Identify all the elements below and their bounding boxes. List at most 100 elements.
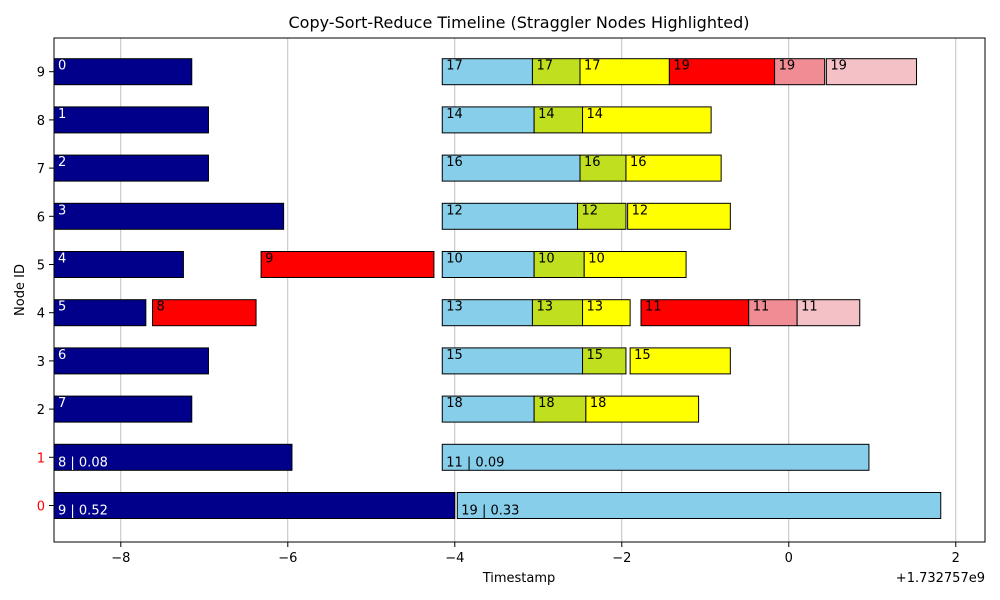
- bar-segment: [583, 251, 687, 278]
- bar-label: 14: [538, 107, 555, 122]
- bar-label: 13: [536, 300, 553, 315]
- bar-label: 0: [58, 59, 66, 74]
- bar-segment: [53, 202, 285, 230]
- bar-segment: [577, 202, 627, 230]
- bar-segment: [582, 106, 712, 134]
- y-tick-label: 2: [37, 403, 45, 418]
- bar-label: 19: [673, 59, 690, 74]
- bar-label: 10: [588, 252, 605, 267]
- y-tick-label: 5: [37, 259, 45, 274]
- bar-segment: [582, 347, 627, 375]
- bar-label: 18: [538, 396, 555, 411]
- bar-label: 7: [58, 396, 66, 411]
- bar-segment: [53, 251, 184, 278]
- bar-segment: [748, 299, 798, 327]
- bar-segment: [53, 492, 456, 519]
- bar-label: 9 | 0.52: [58, 504, 108, 519]
- bar-label: 10: [538, 252, 555, 267]
- bar-label: 19: [830, 59, 847, 74]
- bar-label: 19 | 0.33: [461, 504, 519, 519]
- bar-label: 11: [645, 300, 662, 315]
- bar-segment: [533, 251, 585, 278]
- y-tick-label: 1: [37, 451, 45, 466]
- bar-segment: [53, 443, 293, 471]
- bar-segment: [579, 58, 670, 86]
- bar-segment: [533, 395, 587, 423]
- bar-label: 19: [779, 59, 796, 74]
- x-tick-label: 2: [952, 551, 960, 566]
- bar-segment: [533, 106, 584, 134]
- bar-label: 2: [58, 155, 66, 170]
- bar-segment: [53, 395, 193, 423]
- bar-label: 17: [446, 59, 463, 74]
- y-tick-label: 0: [37, 500, 45, 515]
- bar-segment: [441, 347, 584, 375]
- x-tick-label: −4: [445, 551, 464, 566]
- x-tick-label: −6: [278, 551, 297, 566]
- bar-label: 15: [446, 348, 463, 363]
- x-tick-label: −8: [111, 551, 130, 566]
- y-tick-label: 6: [37, 210, 45, 225]
- bar-label: 12: [632, 203, 649, 218]
- bar-segment: [53, 299, 147, 327]
- bar-label: 17: [536, 59, 553, 74]
- bar-segment: [441, 106, 535, 134]
- y-axis-label: Node ID: [13, 264, 28, 316]
- bar-segment: [441, 395, 535, 423]
- bar-label: 16: [584, 155, 601, 170]
- bar-label: 15: [587, 348, 604, 363]
- y-tick-label: 8: [37, 114, 45, 129]
- bar-segment: [629, 347, 731, 375]
- y-tick-label: 3: [37, 355, 45, 370]
- bar-label: 12: [446, 203, 463, 218]
- bar-segment: [585, 395, 700, 423]
- bar-segment: [260, 251, 435, 278]
- bar-segment: [579, 154, 627, 182]
- bar-segment: [825, 58, 918, 86]
- bar-segment: [441, 202, 579, 230]
- bar-label: 8: [157, 300, 165, 315]
- y-tick-label: 9: [37, 66, 45, 81]
- bar-segment: [582, 299, 631, 327]
- bar-label: 11: [801, 300, 818, 315]
- bar-segment: [53, 106, 209, 134]
- bar-label: 16: [630, 155, 647, 170]
- bar-segment: [53, 347, 209, 375]
- bar-label: 4: [58, 252, 66, 267]
- bar-segments: 0 12 3 4 5 6 7 8 | 0.08 9 | 0.52 9 8 17 17 17 19 19 19 14…: [53, 58, 942, 519]
- bar-segment: [796, 299, 861, 327]
- bar-label: 16: [446, 155, 463, 170]
- bar-segment: [53, 58, 193, 86]
- bar-label: 18: [446, 396, 463, 411]
- bar-segment: [152, 299, 257, 327]
- bar-label: 8 | 0.08: [58, 455, 108, 470]
- bar-segment: [456, 492, 942, 519]
- bar-segment: [627, 202, 731, 230]
- bar-label: 11: [753, 300, 770, 315]
- plot-frame: [53, 37, 986, 543]
- x-tick-label: 0: [785, 551, 793, 566]
- bar-label: 13: [587, 300, 604, 315]
- bar-label: 15: [634, 348, 651, 363]
- y-tick-label: 4: [37, 307, 45, 322]
- bar-label: 6: [58, 348, 66, 363]
- bar-label: 5: [58, 300, 66, 315]
- bar-segment: [774, 58, 826, 86]
- bar-label: 9: [265, 252, 273, 267]
- bar-label: 13: [446, 300, 463, 315]
- bar-label: 11 | 0.09: [446, 455, 504, 470]
- y-tick-label: 7: [37, 162, 45, 177]
- bar-segment: [441, 443, 870, 471]
- bar-label: 14: [587, 107, 604, 122]
- bar-segment: [625, 154, 722, 182]
- bar-label: 17: [584, 59, 601, 74]
- chart-title: Copy-Sort-Reduce Timeline (Straggler Nod…: [288, 13, 749, 32]
- bar-label: 18: [590, 396, 607, 411]
- bar-label: 3: [58, 203, 66, 218]
- x-axis-label: Timestamp: [482, 571, 556, 586]
- bar-label: 14: [446, 107, 463, 122]
- bar-segment: [668, 58, 776, 86]
- x-axis-offset-label: +1.732757e9: [896, 571, 985, 586]
